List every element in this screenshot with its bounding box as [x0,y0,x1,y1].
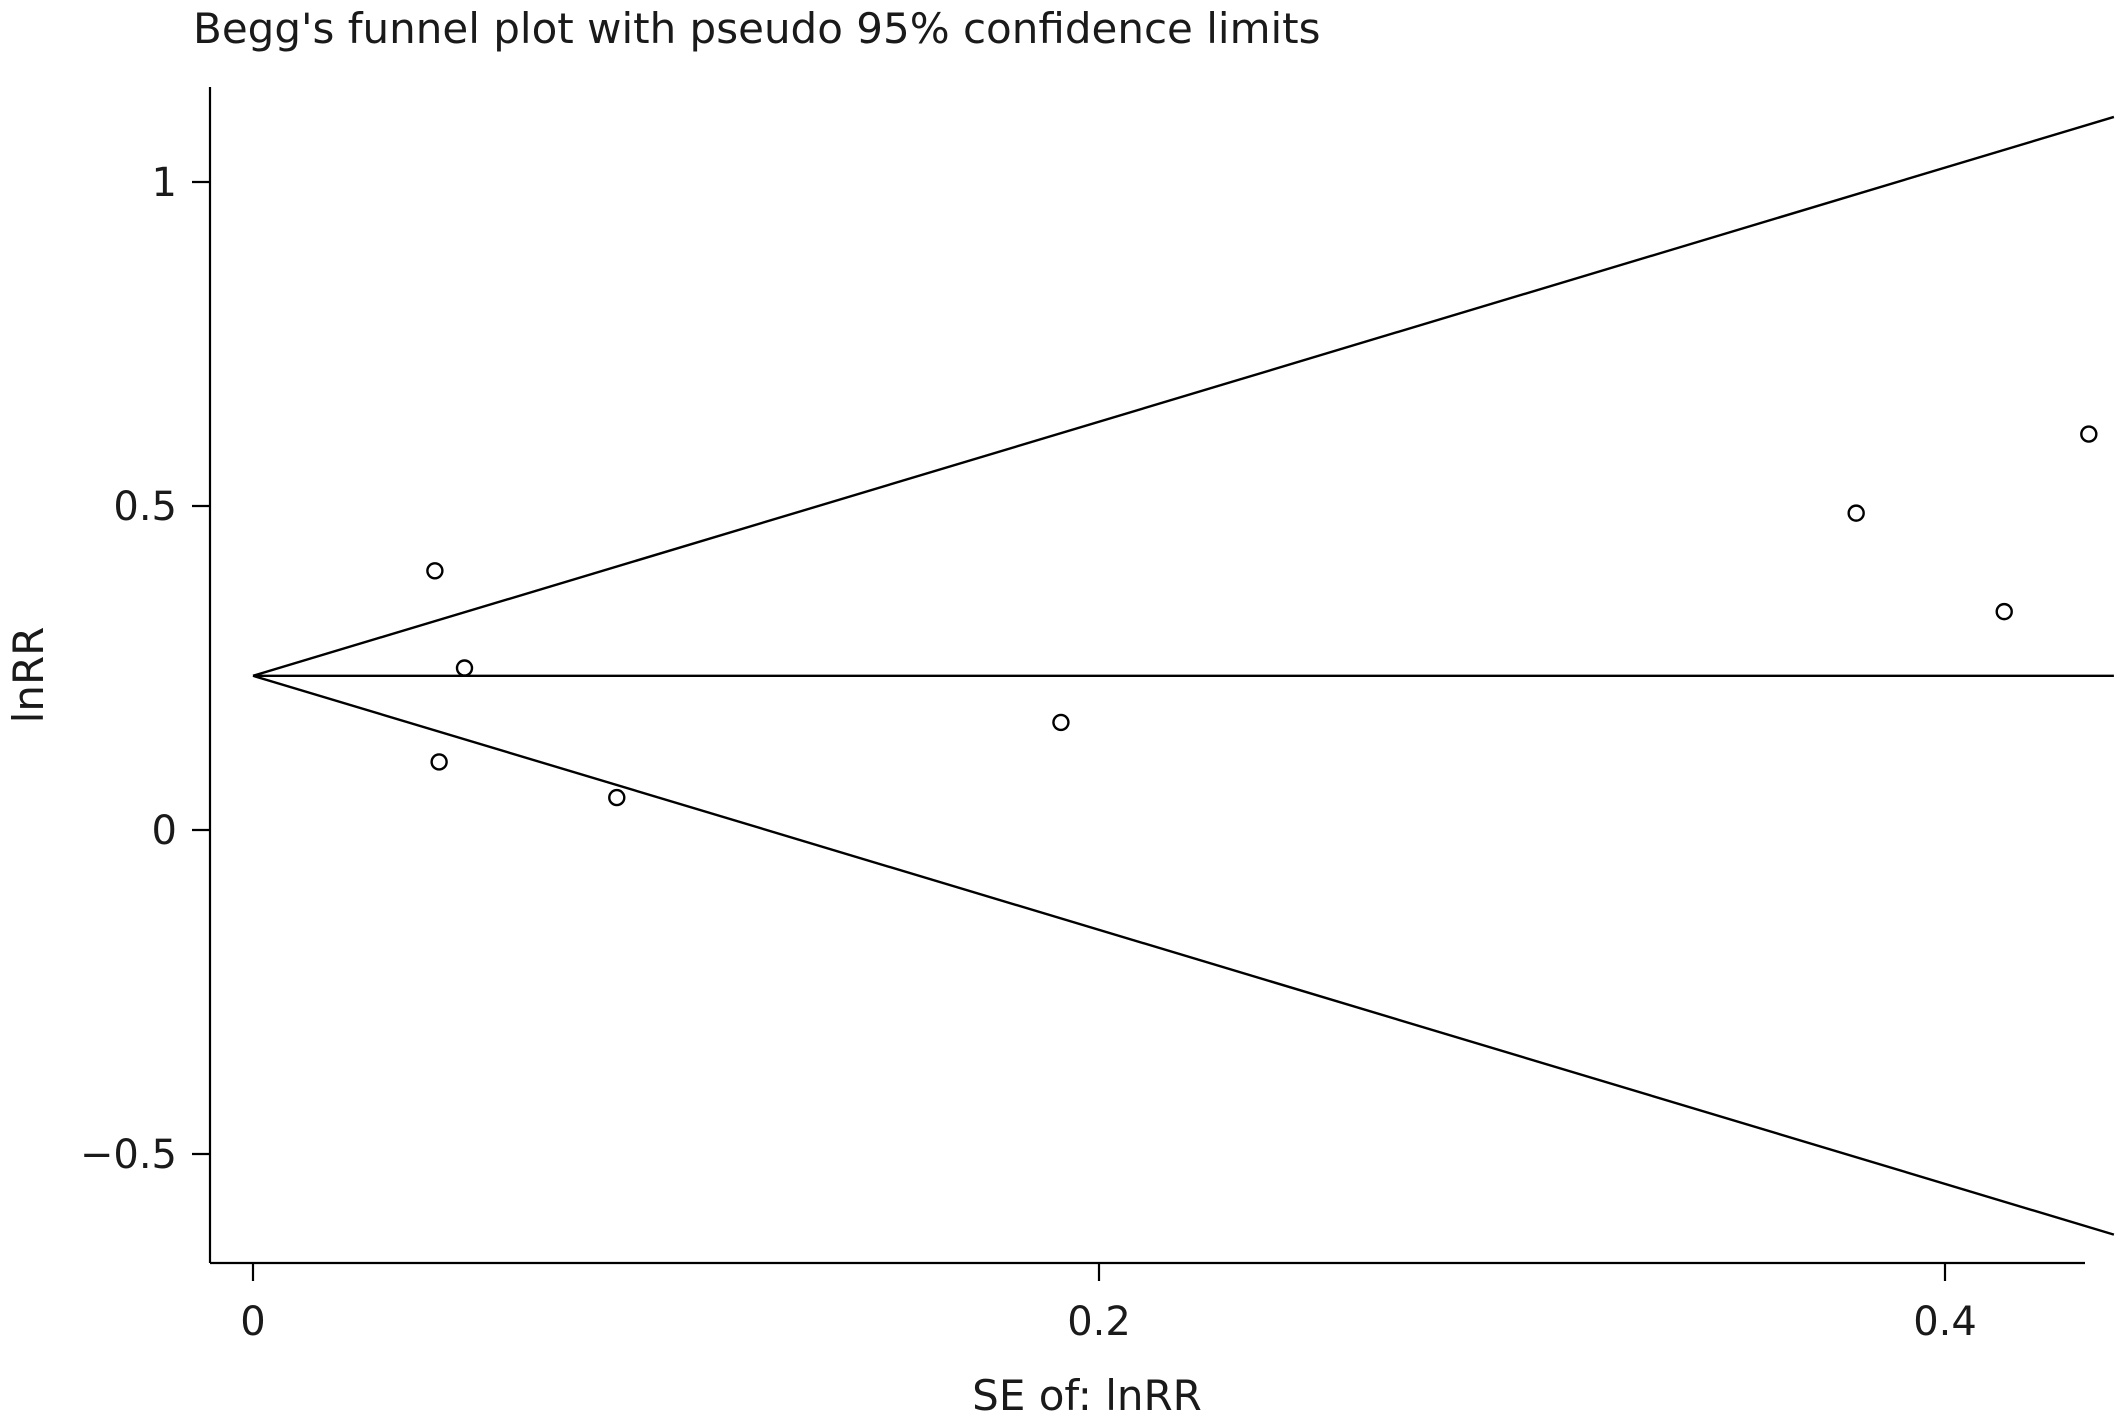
data-point [1052,713,1070,732]
y-axis-ticks: 1 0.5 0 −0.5 [80,160,210,1178]
data-point [1847,504,1865,522]
y-tick-label: 0 [152,808,177,854]
y-tick-label: 0.5 [113,484,177,530]
y-tick-label: −0.5 [80,1132,177,1178]
x-tick-label: 0 [240,1299,265,1345]
data-points [426,425,2098,807]
x-axis-label: SE of: lnRR [972,1371,1202,1420]
data-point [2080,425,2098,443]
chart-title: Begg's funnel plot with pseudo 95% confi… [193,4,1321,53]
funnel-lines [252,115,2115,1236]
x-axis-ticks: 0 0.2 0.4 [240,1263,1977,1345]
x-tick-label: 0.4 [1913,1299,1977,1345]
lower-limit-line [252,674,2115,1236]
x-tick-label: 0.2 [1067,1299,1131,1345]
data-point [608,788,626,807]
data-point [1995,602,2013,621]
y-axis-label: lnRR [4,627,53,724]
data-point [455,659,474,677]
data-point [430,753,448,771]
data-point [426,562,444,580]
upper-limit-line [252,115,2115,677]
y-tick-label: 1 [152,160,177,206]
